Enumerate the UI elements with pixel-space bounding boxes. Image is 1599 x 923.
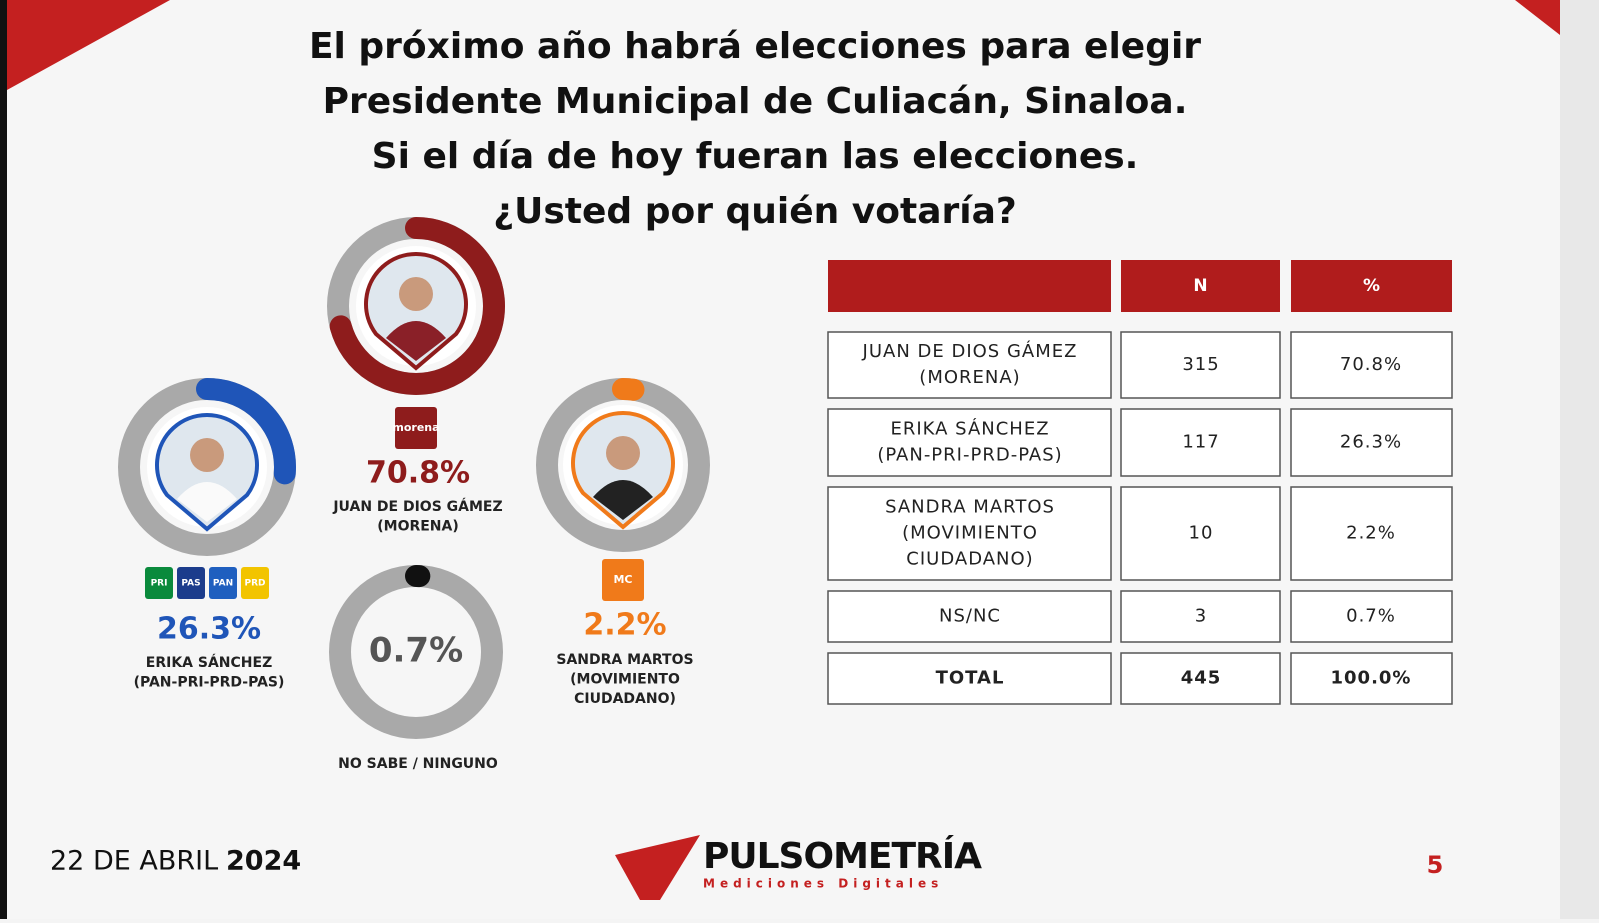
table-header-text: N	[1193, 276, 1207, 296]
table-label: TOTAL	[936, 668, 1005, 689]
table-n: 315	[1182, 354, 1219, 375]
table-pct: 26.3%	[1340, 432, 1402, 453]
donut-arc	[623, 389, 633, 390]
party-logo-text: MC	[613, 573, 632, 586]
left-edge	[0, 0, 7, 919]
percentage: 70.8%	[366, 456, 470, 491]
candidate-name: CIUDADANO)	[574, 691, 676, 707]
percentage: 0.7%	[369, 631, 463, 671]
table-label: SANDRA MARTOS	[885, 497, 1055, 518]
candidate-name: ERIKA SÁNCHEZ	[146, 654, 272, 671]
candidate-name: NO SABE / NINGUNO	[338, 756, 498, 772]
brand-name: PULSOMETRÍA	[703, 835, 982, 877]
party-logo-text: PRD	[245, 579, 266, 589]
candidate-name: (MOVIMIENTO	[570, 672, 680, 688]
table-label: ERIKA SÁNCHEZ	[890, 418, 1049, 440]
table-pct: 0.7%	[1346, 606, 1396, 627]
table-label: (MOVIMIENTO	[902, 523, 1038, 544]
table-header-text: %	[1363, 276, 1380, 296]
table-pct: 70.8%	[1340, 354, 1402, 375]
percentage: 2.2%	[583, 608, 666, 643]
title-line: Presidente Municipal de Culiacán, Sinalo…	[323, 81, 1188, 122]
title-line: Si el día de hoy fueran las elecciones.	[372, 136, 1139, 177]
candidate-name: (PAN-PRI-PRD-PAS)	[134, 675, 285, 691]
candidate-name: JUAN DE DIOS GÁMEZ	[332, 498, 502, 515]
party-logo-text: PAS	[181, 579, 200, 589]
candidate-name: SANDRA MARTOS	[556, 652, 693, 668]
table-pct: 100.0%	[1331, 668, 1412, 689]
right-edge	[1560, 0, 1599, 919]
table-label: NS/NC	[939, 606, 1001, 627]
footer-year: 2024	[226, 846, 301, 877]
photo-head	[399, 277, 433, 311]
table-label: CIUDADANO)	[906, 549, 1033, 570]
party-logo-text: morena	[392, 421, 439, 434]
table-label: (MORENA)	[919, 367, 1020, 388]
title-line: ¿Usted por quién votaría?	[493, 191, 1017, 232]
table-n: 3	[1195, 606, 1207, 627]
title-line: El próximo año habrá elecciones para ele…	[309, 26, 1201, 67]
page-number: 5	[1427, 851, 1444, 879]
table-pct: 2.2%	[1346, 523, 1396, 544]
table-n: 10	[1189, 523, 1214, 544]
table-label: (PAN-PRI-PRD-PAS)	[877, 445, 1062, 466]
table-n: 445	[1181, 668, 1222, 689]
brand-tagline: Mediciones Digitales	[703, 877, 943, 891]
footer-date: 22 DE ABRIL	[50, 846, 218, 877]
photo-head	[606, 436, 640, 470]
party-logo-text: PRI	[151, 579, 168, 589]
candidate-name: (MORENA)	[377, 519, 459, 535]
party-logo-text: PAN	[213, 579, 233, 589]
table-label: JUAN DE DIOS GÁMEZ	[862, 340, 1078, 362]
percentage: 26.3%	[157, 612, 261, 647]
table-n: 117	[1182, 432, 1219, 453]
photo-head	[190, 438, 224, 472]
table-header-cell	[828, 260, 1111, 312]
